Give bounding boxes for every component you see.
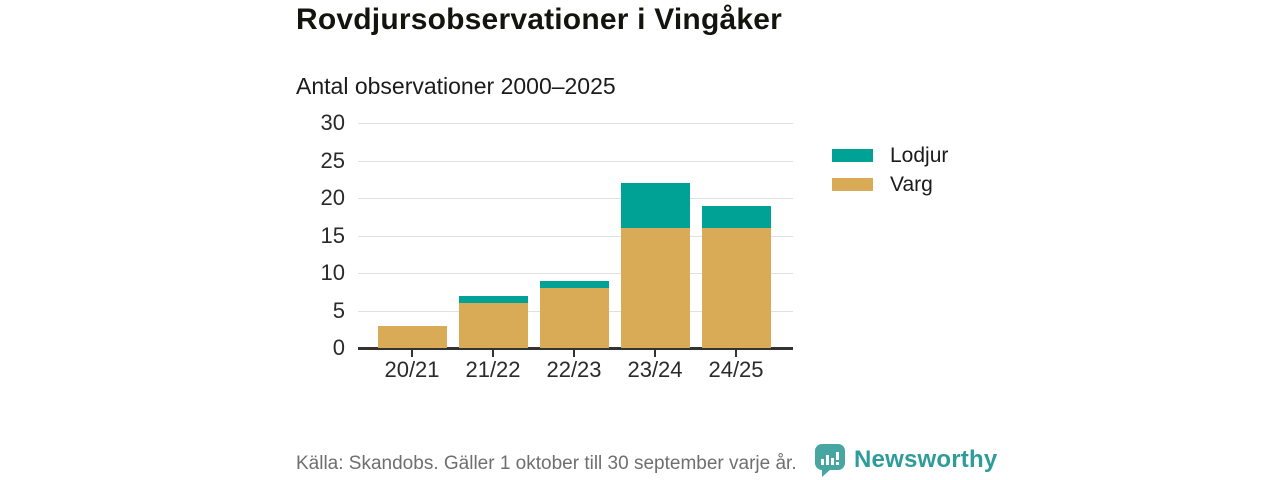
x-tick-label: 24/25 xyxy=(708,357,764,382)
y-tick-label: 15 xyxy=(320,222,345,248)
x-tick xyxy=(411,348,413,357)
legend-item-varg: Varg xyxy=(832,170,948,199)
bar-lodjur-22-23 xyxy=(539,280,609,288)
x-tick xyxy=(735,348,737,357)
plot-area xyxy=(358,123,793,357)
bar-lodjur-24-25 xyxy=(701,205,771,228)
gridline-y-25 xyxy=(358,160,793,162)
x-tick-label: 20/21 xyxy=(384,357,440,382)
y-tick-label: 30 xyxy=(320,110,345,135)
newsworthy-logo: Newsworthy xyxy=(815,444,997,478)
chart-title: Rovdjursobservationer i Vingåker xyxy=(296,3,783,36)
bar-varg-21-22 xyxy=(458,303,528,348)
legend-swatch xyxy=(832,149,873,162)
legend-item-lodjur: Lodjur xyxy=(832,141,948,170)
source-note: Källa: Skandobs. Gäller 1 oktober till 3… xyxy=(296,453,797,474)
bar-lodjur-21-22 xyxy=(458,295,528,303)
x-tick-label: 22/23 xyxy=(546,357,602,382)
x-tick-label: 21/22 xyxy=(465,357,521,382)
x-axis-line xyxy=(358,347,793,350)
legend-label: Varg xyxy=(890,173,933,196)
legend-swatch xyxy=(832,178,873,191)
y-tick-label: 20 xyxy=(320,185,345,210)
y-tick-label: 5 xyxy=(332,297,345,323)
legend: Lodjur Varg xyxy=(832,141,948,199)
bar-varg-23-24 xyxy=(620,228,690,348)
bar-varg-24-25 xyxy=(701,228,771,348)
gridline-y-30 xyxy=(358,123,793,124)
y-tick-label: 10 xyxy=(320,260,345,285)
bar-lodjur-23-24 xyxy=(620,183,690,228)
bar-chart-speech-bubble-icon xyxy=(815,444,846,478)
bar-varg-22-23 xyxy=(539,288,609,348)
x-tick-label: 23/24 xyxy=(627,357,683,382)
gridline-y-10 xyxy=(358,273,793,274)
y-tick-label: 25 xyxy=(320,147,345,173)
y-tick-label: 0 xyxy=(332,335,345,360)
gridline-y-20 xyxy=(358,198,793,199)
x-axis-labels: 20/21 21/22 22/23 23/24 24/25 xyxy=(358,357,793,387)
gridline-y-15 xyxy=(358,235,793,237)
brand-name: Newsworthy xyxy=(854,446,998,473)
chart-subtitle: Antal observationer 2000–2025 xyxy=(296,73,616,99)
x-tick xyxy=(492,348,494,357)
bar-varg-20-21 xyxy=(377,325,447,348)
legend-label: Lodjur xyxy=(890,144,949,167)
y-axis-labels: 0 5 10 15 20 25 30 xyxy=(270,110,345,360)
x-tick xyxy=(573,348,575,357)
x-tick xyxy=(654,348,656,357)
